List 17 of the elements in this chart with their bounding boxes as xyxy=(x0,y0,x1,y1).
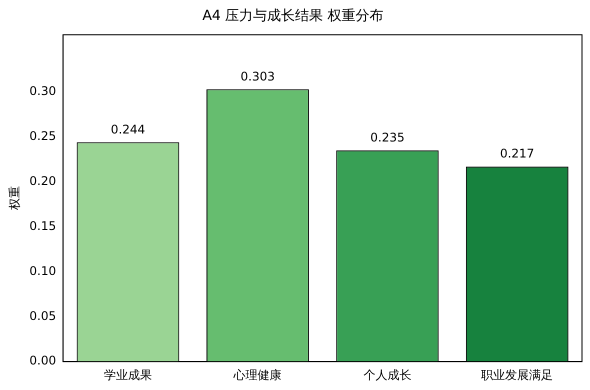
y-tick-label: 0.15 xyxy=(29,218,56,233)
x-tick-label: 个人成长 xyxy=(363,368,412,382)
data-label: 0.235 xyxy=(370,130,405,145)
x-tick-label: 职业发展满足 xyxy=(481,368,554,382)
data-label: 0.303 xyxy=(240,69,275,84)
y-tick-label: 0.25 xyxy=(29,129,56,144)
y-tick-label: 0.30 xyxy=(29,84,56,98)
x-tick-label: 心理健康 xyxy=(232,368,282,382)
data-label: 0.217 xyxy=(500,146,534,161)
x-tick-label: 学业成果 xyxy=(104,368,152,382)
data-label: 0.244 xyxy=(110,122,146,136)
y-tick-label: 0.20 xyxy=(29,174,56,188)
y-tick-label: 0.05 xyxy=(29,308,56,323)
y-tick-label: 0.10 xyxy=(29,264,56,278)
y-tick-label: 0.00 xyxy=(29,354,56,368)
chart-title: A4 压力与成长结果 权重分布 xyxy=(202,8,384,24)
y-axis-title: 权重 xyxy=(7,186,22,212)
